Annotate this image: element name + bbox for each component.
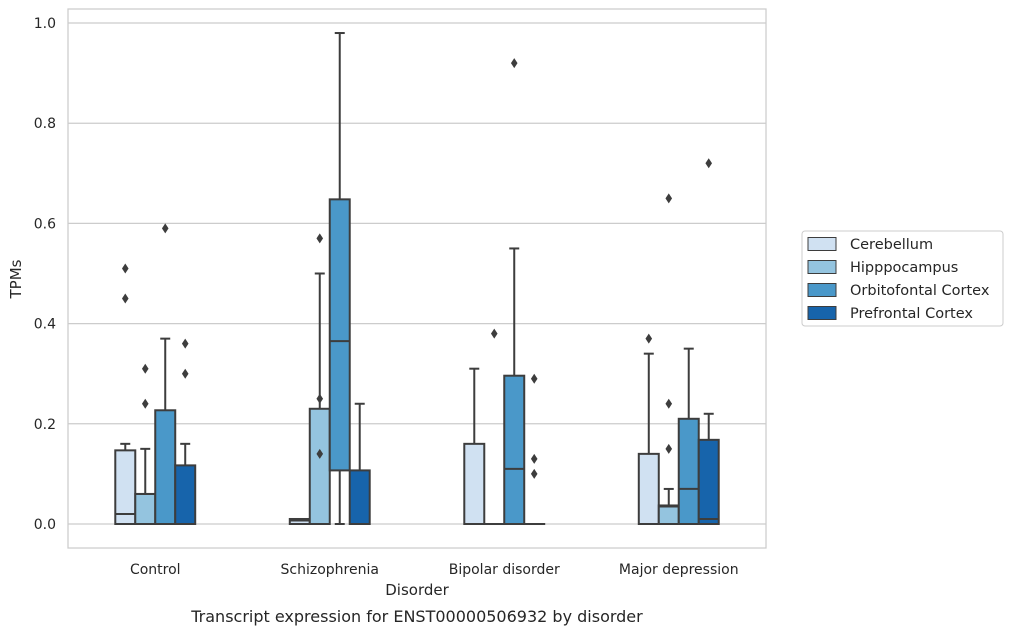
box-iqr <box>657 504 680 526</box>
box-iqr <box>328 198 351 472</box>
legend-swatch <box>807 237 837 251</box>
legend-label: Prefrontal Cortex <box>850 306 973 322</box>
plot-frame <box>67 8 767 549</box>
box-iqr <box>637 452 660 525</box>
outlier-point <box>530 373 538 384</box>
box-iqr <box>154 409 177 526</box>
legend-label: Orbitofontal Cortex <box>850 283 990 299</box>
box-cerebellum <box>463 367 486 525</box>
outlier-point <box>141 398 149 409</box>
y-tick-label: 0.4 <box>34 317 56 333</box>
box-iqr <box>503 374 526 526</box>
box-cerebellum <box>288 517 311 525</box>
box-iqr <box>348 469 371 526</box>
outlier-point <box>181 368 189 379</box>
outlier-point <box>645 333 653 344</box>
outlier-point <box>316 393 324 404</box>
box-hipppocampus <box>308 233 331 525</box>
box-orbitofontal-cortex <box>154 223 177 526</box>
outlier-point <box>121 293 129 304</box>
box-cerebellum <box>637 333 660 525</box>
box-series <box>114 32 720 526</box>
legend-swatch <box>807 283 837 297</box>
y-tick-label: 0.2 <box>34 417 56 433</box>
box-prefrontal-cortex <box>174 338 197 525</box>
box-prefrontal-cortex <box>697 158 720 525</box>
outlier-point <box>665 193 673 204</box>
outlier-point <box>530 453 538 464</box>
box-iqr <box>134 492 157 526</box>
box-orbitofontal-cortex <box>328 32 351 525</box>
legend: Cerebellum Hipppocampus Orbitofontal Corte… <box>801 230 1004 327</box>
box-orbitofontal-cortex <box>503 58 526 526</box>
outlier-point <box>161 223 169 234</box>
legend-label: Hipppocampus <box>850 260 958 276</box>
legend-label: Cerebellum <box>850 237 933 253</box>
outlier-point <box>121 263 129 274</box>
outlier-point <box>316 448 324 459</box>
x-axis-label: Disorder <box>385 581 449 599</box>
box-iqr <box>677 417 700 526</box>
outlier-point <box>490 328 498 339</box>
box-iqr <box>463 442 486 525</box>
box-iqr <box>174 464 197 525</box>
box-hipppocampus <box>134 363 157 526</box>
box-cerebellum <box>114 263 137 525</box>
legend-swatch <box>807 306 837 320</box>
y-tick-label: 0.6 <box>34 216 56 232</box>
x-tick-label: Control <box>130 562 181 578</box>
y-axis-label: TPMs <box>7 259 25 299</box>
box-orbitofontal-cortex <box>677 347 700 526</box>
legend-swatch <box>807 260 837 274</box>
y-tick-label: 1.0 <box>34 16 56 32</box>
chart-caption: Transcript expression for ENST0000050693… <box>190 607 643 626</box>
outlier-point <box>705 158 713 169</box>
x-tick-label: Bipolar disorder <box>449 562 560 578</box>
y-axis-ticks: 0.0 0.2 0.4 0.6 0.8 1.0 <box>34 16 56 533</box>
legend-frame <box>801 230 1004 327</box>
box-iqr <box>114 449 137 525</box>
x-axis-ticks: Control Schizophrenia Bipolar disorder Majo… <box>130 562 739 578</box>
outlier-point <box>141 363 149 374</box>
outlier-point <box>665 398 673 409</box>
outlier-point <box>316 233 324 244</box>
box-iqr <box>308 407 331 525</box>
outlier-point <box>530 468 538 479</box>
x-tick-label: Schizophrenia <box>281 562 379 578</box>
outlier-point <box>181 338 189 349</box>
box-prefrontal-cortex <box>523 373 546 526</box>
outlier-point <box>665 443 673 454</box>
y-tick-label: 0.0 <box>34 517 56 533</box>
x-tick-label: Major depression <box>619 562 739 578</box>
outlier-point <box>510 58 518 69</box>
box-iqr <box>697 438 720 525</box>
box-prefrontal-cortex <box>348 402 371 526</box>
y-tick-label: 0.8 <box>34 116 56 132</box>
